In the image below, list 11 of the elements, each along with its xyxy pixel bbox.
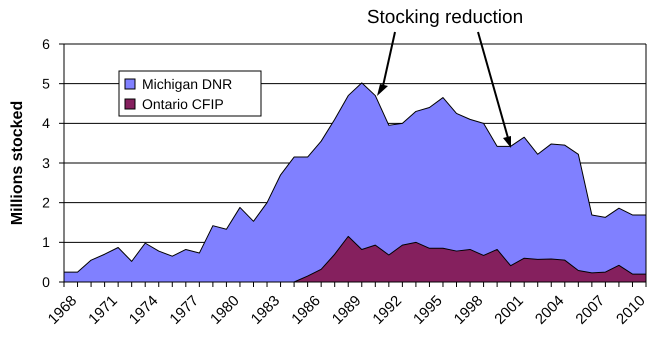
y-tick-label: 6 — [42, 36, 50, 52]
text: Stocking reduction — [366, 7, 524, 28]
legend-label: Michigan DNR — [142, 76, 232, 92]
y-tick-label: 2 — [42, 194, 50, 211]
y-tick-label: 4 — [42, 115, 50, 132]
y-tick-label: 3 — [42, 154, 50, 171]
legend-label: Ontario CFIP — [142, 96, 224, 112]
y-tick-label: 1 — [42, 234, 50, 250]
y-tick-label: 0 — [42, 274, 50, 290]
y-axis-title: Millions stocked — [9, 100, 26, 226]
y-tick-label: 5 — [42, 76, 50, 92]
